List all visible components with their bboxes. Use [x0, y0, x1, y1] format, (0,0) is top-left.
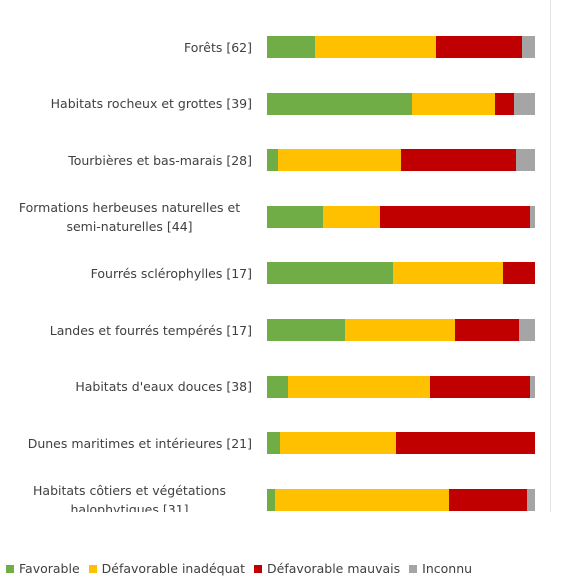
- bar-segment: [267, 375, 289, 398]
- legend-swatch: [254, 565, 263, 573]
- category-label: Dunes maritimes et intérieures [21]: [0, 418, 252, 468]
- bar-segment: [267, 432, 281, 455]
- bar-segment: [521, 36, 535, 58]
- category-text: Habitats rocheux et grottes [39]: [50, 96, 252, 112]
- bar-segment: [267, 488, 276, 511]
- category-text: Habitats d'eaux douces [38]: [75, 379, 252, 395]
- bar-segment: [529, 205, 535, 228]
- bar-segment: [267, 36, 316, 58]
- bar-segment: [411, 92, 495, 115]
- legend-label: Défavorable mauvais: [267, 561, 401, 576]
- category-text: Formations herbeuses naturelles et semi-…: [18, 199, 241, 234]
- category-text: Fourrés sclérophylles [17]: [90, 265, 252, 281]
- bar-segment: [516, 149, 535, 172]
- legend-label: Défavorable inadéquat: [101, 561, 246, 576]
- bar-segment: [275, 488, 450, 511]
- legend-label: Inconnu: [422, 561, 473, 576]
- bar-segment: [529, 375, 535, 398]
- category-text: Dunes maritimes et intérieures [21]: [27, 435, 252, 451]
- bar-segment: [379, 205, 530, 228]
- bar-segment: [344, 319, 455, 341]
- bar-segment: [435, 36, 522, 58]
- bar-segment: [288, 375, 431, 398]
- category-label: Tourbières et bas-marais [28]: [0, 135, 252, 185]
- category-text: Habitats côtiers et végétations halophyt…: [33, 482, 226, 512]
- category-text: Tourbières et bas-marais [28]: [68, 152, 252, 168]
- category-label: Forêts [62]: [0, 22, 252, 72]
- plot-area: Forêts [62] Habitats rocheux et grottes […: [0, 0, 551, 512]
- bar-segment: [267, 92, 412, 115]
- bar-segment: [518, 319, 535, 341]
- category-label: Landes et fourrés tempérés [17]: [0, 305, 252, 355]
- bar-segment: [449, 488, 527, 511]
- category-label: Fourrés sclérophylles [17]: [0, 248, 252, 298]
- bar-segment: [267, 262, 393, 285]
- bar-segment: [280, 432, 396, 455]
- bar-segment: [494, 92, 514, 115]
- legend-swatch: [409, 565, 418, 573]
- bar-segment: [513, 92, 535, 115]
- category-label: Habitats d'eaux douces [38]: [0, 362, 252, 412]
- bar-segment: [430, 375, 530, 398]
- legend-label: Favorable: [19, 561, 80, 576]
- bar-segment: [454, 319, 519, 341]
- bar-segment: [323, 205, 380, 228]
- legend: Favorable Défavorable inadéquat Défavorabl…: [6, 561, 481, 576]
- bar-segment: [315, 36, 436, 58]
- legend-swatch: [88, 565, 97, 573]
- legend-item: Défavorable mauvais: [254, 561, 400, 576]
- legend-swatch: [6, 565, 14, 573]
- category-text: Forêts [62]: [184, 39, 252, 55]
- bar-segment: [267, 149, 278, 172]
- legend-item: Défavorable inadéquat: [88, 561, 246, 576]
- bar-segment: [526, 488, 535, 511]
- bar-segment: [267, 319, 345, 341]
- bar-segment: [392, 262, 503, 285]
- bar-segment: [277, 149, 401, 172]
- legend-item: Inconnu: [409, 561, 472, 576]
- category-label: Habitats côtiers et végétations halophyt…: [0, 475, 252, 512]
- category-label: Habitats rocheux et grottes [39]: [0, 79, 252, 129]
- bar-segment: [401, 149, 517, 172]
- bar-segment: [502, 262, 535, 285]
- category-label: Formations herbeuses naturelles et semi-…: [0, 192, 252, 242]
- legend-item: Favorable: [6, 561, 80, 576]
- bar-segment: [267, 205, 324, 228]
- bar-segment: [395, 432, 535, 455]
- category-text: Landes et fourrés tempérés [17]: [49, 322, 252, 338]
